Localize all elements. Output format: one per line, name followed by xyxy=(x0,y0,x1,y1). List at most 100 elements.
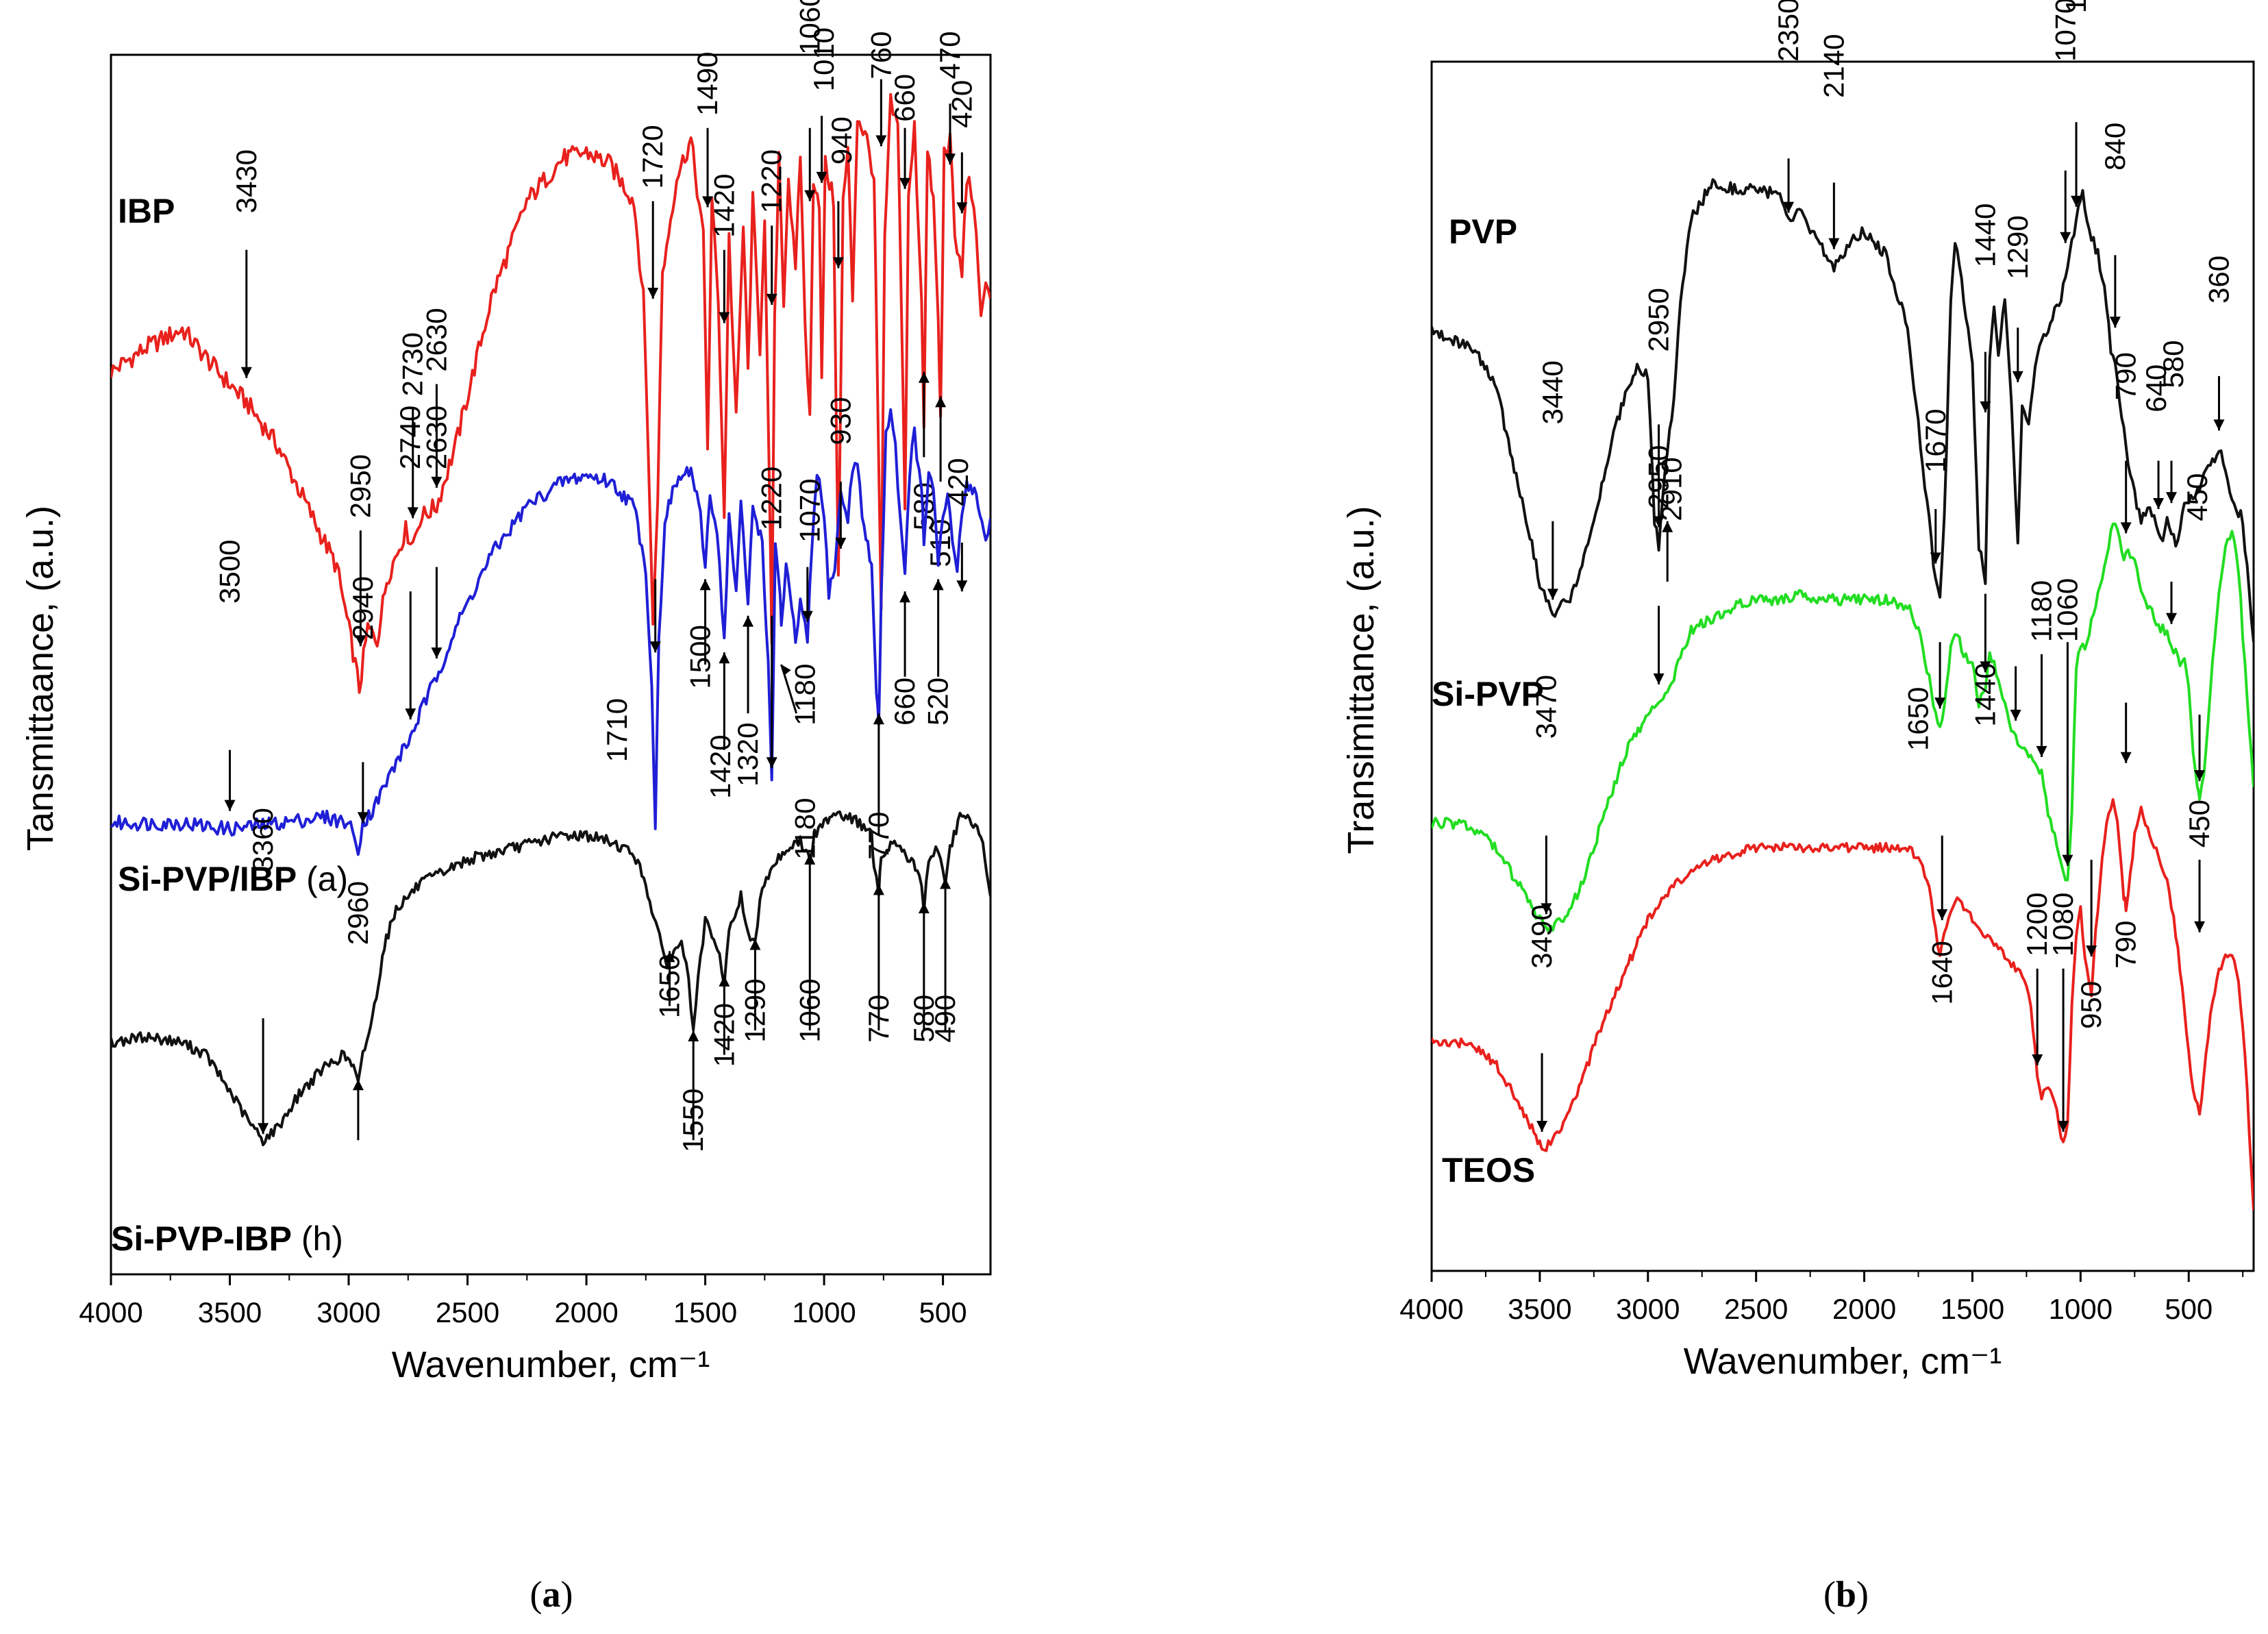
peak-label: 2950 xyxy=(344,454,376,518)
peak-label: 760 xyxy=(864,32,897,79)
peak-label: 450 xyxy=(2181,473,2213,521)
peak-arrowhead xyxy=(766,293,777,305)
x-tick-label: 3000 xyxy=(1616,1293,1680,1325)
peak-label: 1020 xyxy=(2060,0,2092,13)
x-tick-label: 1500 xyxy=(1941,1293,2004,1325)
peak-label: 1650 xyxy=(653,954,686,1018)
peak-label: 1200 xyxy=(2021,893,2053,956)
peak-arrowhead xyxy=(2120,752,2132,763)
peak-arrowhead xyxy=(1980,401,1991,412)
peak-arrowhead xyxy=(719,312,730,323)
x-tick-label: 3500 xyxy=(1508,1293,1571,1325)
peak-label: 1070 xyxy=(793,479,825,543)
peak-arrowhead xyxy=(2060,232,2071,243)
peak-arrowhead xyxy=(1536,1121,1548,1132)
peak-arrowhead xyxy=(2194,921,2206,932)
peak-label: 3470 xyxy=(1530,675,1562,739)
peak-arrowhead xyxy=(2086,945,2097,957)
x-tick-label: 2500 xyxy=(1724,1293,1788,1325)
panel-b: 4000 3500 3000 2500 2000 1500 1000 500 Wavenumbe… xyxy=(1341,0,2255,1615)
peak-label: 1010 xyxy=(808,27,840,91)
peak-label: 1180 xyxy=(2026,580,2058,642)
peak-label: 360 xyxy=(2202,256,2234,304)
peak-arrowhead xyxy=(1783,201,1795,213)
peak-label: 2730 xyxy=(397,332,429,396)
peak-label: 1670 xyxy=(1919,409,1952,473)
peak-arrowhead xyxy=(664,951,675,963)
peak-label: 840 xyxy=(2099,123,2131,171)
series-label-bold: IBP xyxy=(118,192,175,230)
peak-arrowhead xyxy=(749,939,761,950)
peak-arrowhead xyxy=(649,641,661,653)
peak-label: 1290 xyxy=(2002,215,2034,279)
peak-arrowhead xyxy=(956,580,968,592)
peak-arrowhead xyxy=(781,665,791,676)
series-label-Si-PVP-IBP: Si-PVP-IBP (h) xyxy=(111,1220,343,1258)
series-line-PVP xyxy=(1432,178,2254,643)
peak-label: 2630 xyxy=(420,406,452,469)
series-line-Si-PVP/IBP xyxy=(111,408,990,856)
peak-arrowhead xyxy=(873,713,884,725)
series-line-Si-PVP xyxy=(1432,522,2254,933)
series-label-suffix: (h) xyxy=(292,1220,343,1258)
peak-label: 2630 xyxy=(420,308,452,371)
peak-label: 1220 xyxy=(756,149,788,213)
peak-arrowhead xyxy=(835,537,847,549)
caption-paren-open: ( xyxy=(1823,1574,1836,1615)
plot-frame xyxy=(110,53,992,1276)
peak-arrowhead xyxy=(431,647,443,659)
peak-label: 490 xyxy=(929,995,961,1043)
peak-arrowhead xyxy=(2058,1121,2069,1132)
x-tick-label: 500 xyxy=(919,1296,967,1328)
peak-label: 2740 xyxy=(394,406,426,469)
x-tick-label: 1000 xyxy=(792,1296,856,1328)
peak-label: 1060 xyxy=(2051,578,2083,642)
x-tick-label: 4000 xyxy=(1399,1293,1463,1325)
peak-label: 1420 xyxy=(704,734,736,798)
peak-arrowhead xyxy=(2032,1054,2043,1065)
peak-label: 950 xyxy=(2075,981,2107,1029)
y-axis-label: Tansmittaance, (a.u.) xyxy=(20,506,61,851)
peak-label: 1640 xyxy=(1926,941,1958,1004)
peak-arrowhead xyxy=(2012,371,2023,382)
peak-arrowhead xyxy=(407,507,419,519)
x-tick-label: 2000 xyxy=(554,1296,618,1328)
peak-label: 1420 xyxy=(708,1003,740,1067)
x-tick-label: 4000 xyxy=(79,1296,142,1328)
peak-label: 3440 xyxy=(1536,360,1569,424)
peak-label: 1180 xyxy=(788,797,821,859)
y-axis-label: Transimittance, (a.u.) xyxy=(1341,506,1382,854)
peak-arrowhead xyxy=(1930,552,1941,564)
peak-label: 2940 xyxy=(347,576,379,640)
series-line-Si-PVP-IBP xyxy=(111,810,990,1147)
peak-arrowhead xyxy=(935,396,947,408)
series-label-bold: PVP xyxy=(1449,212,1517,251)
peak-arrowhead xyxy=(1828,238,1840,249)
x-tick-label: 2000 xyxy=(1832,1293,1896,1325)
peak-label: 1550 xyxy=(677,1089,709,1152)
caption-paren-close: ) xyxy=(561,1574,573,1615)
peak-arrowhead xyxy=(1936,909,1948,921)
plot-frame xyxy=(1430,60,2255,1272)
peak-arrowhead xyxy=(1662,521,1673,532)
peak-arrowhead xyxy=(357,812,369,824)
peak-label: 2350 xyxy=(1772,0,1804,62)
peak-label: 1080 xyxy=(2047,893,2079,956)
peak-arrowhead xyxy=(899,591,911,603)
peak-arrowhead xyxy=(2109,317,2121,328)
x-tick-label: 3500 xyxy=(198,1296,262,1328)
peak-arrowhead xyxy=(719,975,730,987)
peak-label: 2950 xyxy=(1643,445,1675,509)
series-label-PVP: PVP xyxy=(1449,212,1517,251)
peak-label: 790 xyxy=(2110,352,2142,400)
peak-label: 1320 xyxy=(732,723,764,787)
peak-arrowhead xyxy=(2194,770,2206,782)
peak-arrowhead xyxy=(940,878,951,889)
peak-label: 790 xyxy=(2110,921,2142,969)
peak-label: 1220 xyxy=(756,467,788,530)
peak-label: 3500 xyxy=(214,540,246,604)
peak-arrowhead xyxy=(1547,589,1558,600)
peak-label: 420 xyxy=(942,458,974,506)
